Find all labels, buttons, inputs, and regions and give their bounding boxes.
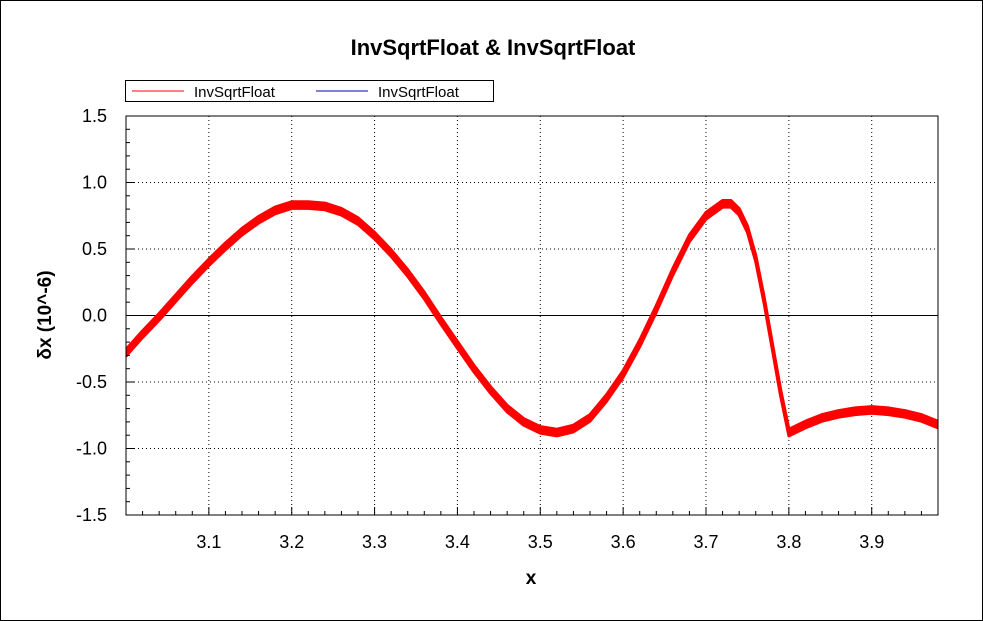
x-tick-labels: 3.1 3.2 3.3 3.4 3.5 3.6 3.7 3.8 3.9	[196, 532, 884, 552]
series-band-0	[126, 199, 938, 438]
y-tick-label: -1.5	[76, 505, 107, 525]
y-tick-label: 0.0	[82, 306, 107, 326]
y-tick-label: 1.0	[82, 173, 107, 193]
x-tick-label: 3.2	[279, 532, 304, 552]
x-tick-label: 3.9	[859, 532, 884, 552]
x-tick-label: 3.1	[196, 532, 221, 552]
x-tick-label: 3.7	[693, 532, 718, 552]
x-tick-label: 3.6	[611, 532, 636, 552]
x-tick-label: 3.5	[528, 532, 553, 552]
axes	[125, 115, 939, 516]
x-axis-label: x	[526, 568, 537, 589]
y-tick-labels: 1.5 1.0 0.5 0.0 -0.5 -1.0 -1.5	[76, 106, 107, 525]
plot-area	[126, 199, 938, 438]
y-tick-label: -0.5	[76, 372, 107, 392]
y-tick-label: 1.5	[82, 106, 107, 126]
x-tick-label: 3.4	[445, 532, 470, 552]
y-tick-label: 0.5	[82, 239, 107, 259]
series-line-0	[126, 202, 938, 434]
legend-label-1: InvSqrtFloat	[378, 84, 460, 101]
legend: InvSqrtFloat InvSqrtFloat	[125, 80, 494, 102]
chart-title: InvSqrtFloat & InvSqrtFloat	[351, 35, 636, 60]
legend-label-0: InvSqrtFloat	[194, 84, 276, 101]
y-tick-label: -1.0	[76, 439, 107, 459]
x-tick-label: 3.3	[362, 532, 387, 552]
legend-box	[125, 80, 494, 102]
x-tick-label: 3.8	[776, 532, 801, 552]
y-axis-label: δx (10^-6)	[35, 270, 56, 359]
grid	[126, 116, 938, 515]
